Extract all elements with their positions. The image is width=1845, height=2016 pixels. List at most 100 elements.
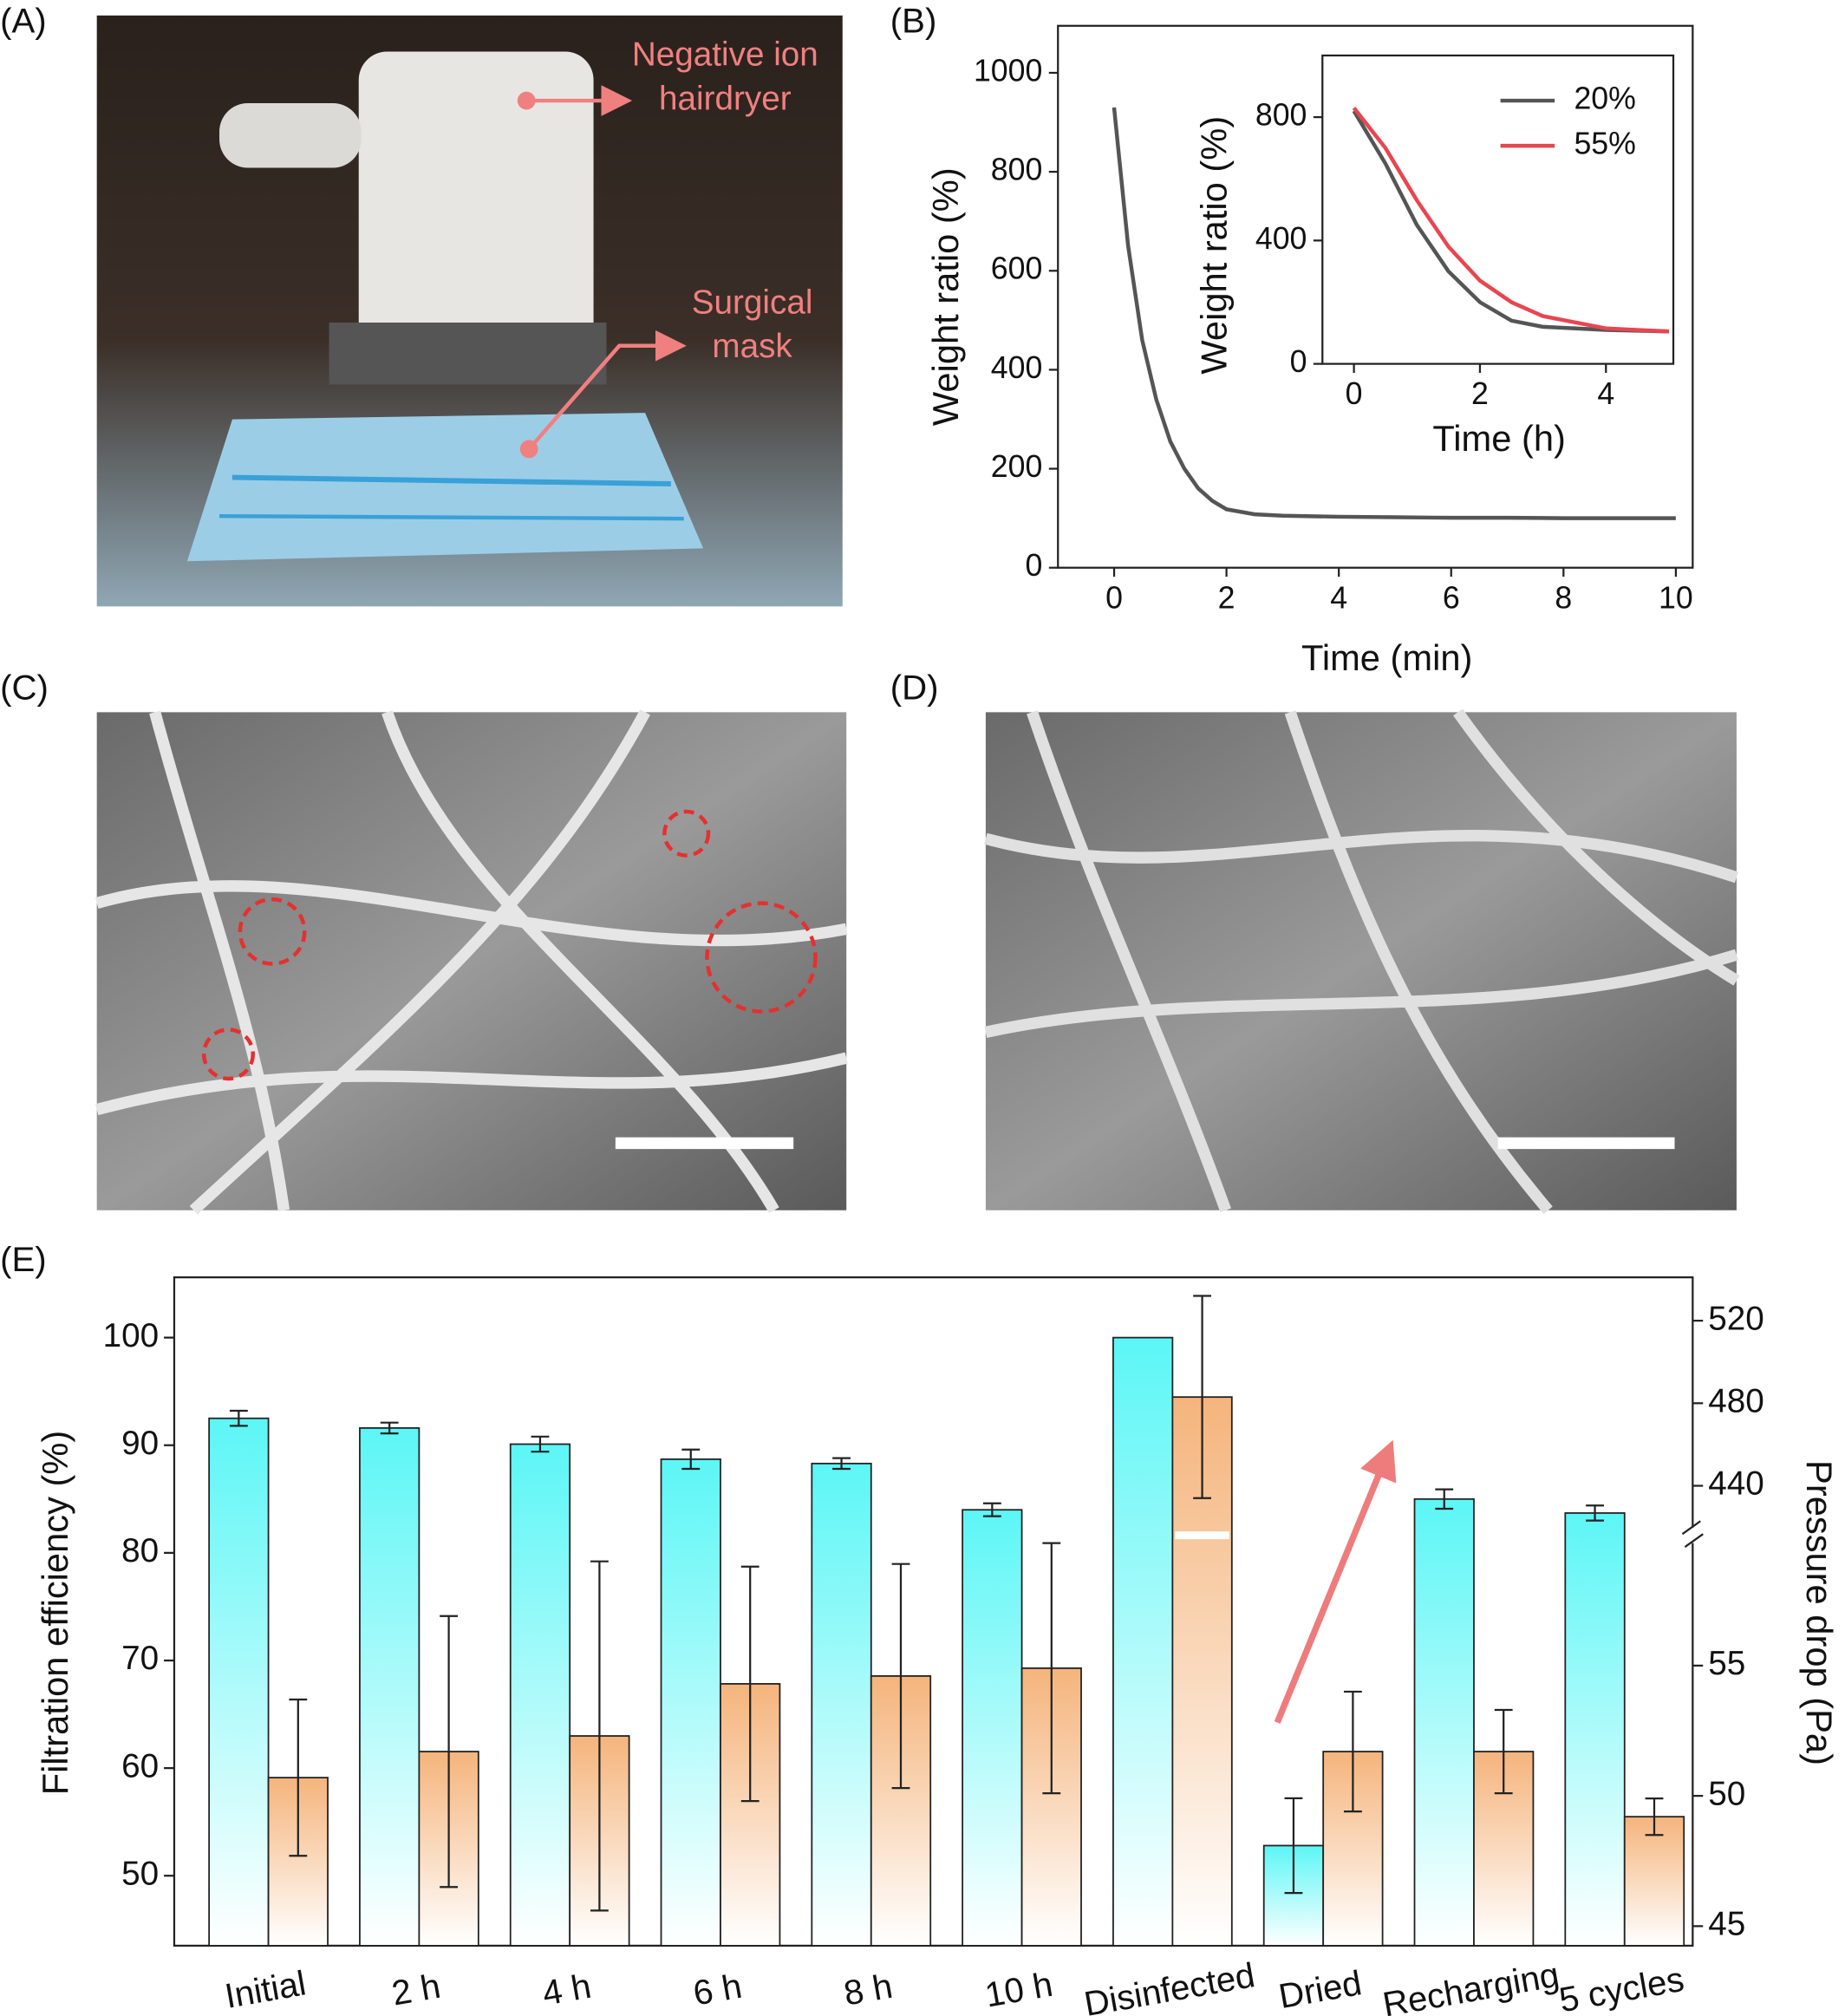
annotation: hairdryer [659, 80, 792, 117]
axes-e [173, 1276, 1694, 1947]
error-bar [1435, 1488, 1454, 1510]
x-tick-label: 2 [1218, 580, 1235, 615]
y-axis-title: Filtration efficiency (%) [35, 1431, 75, 1796]
y-tick-label: 100 [103, 1317, 160, 1354]
x-tick-label: 6 [1443, 580, 1460, 615]
error-bar [1193, 1295, 1212, 1499]
y2-tick-label: 50 [1708, 1775, 1745, 1812]
x-tick-label: 2 [1471, 376, 1489, 411]
trend-arrow [1274, 1439, 1397, 1724]
y-tick-label: 80 [121, 1532, 159, 1569]
panel-label: (C) [0, 669, 49, 708]
axis-break [1681, 1520, 1701, 1536]
x-axis-title: Time (h) [1432, 418, 1566, 459]
y-tick-label: 0 [1290, 344, 1307, 379]
bar [660, 1458, 721, 1947]
axes-b [1057, 24, 1694, 569]
error-bar [1494, 1708, 1513, 1795]
y-tick-label: 400 [1255, 221, 1307, 256]
error-bar [681, 1448, 701, 1471]
y-tick-label: 200 [991, 449, 1043, 484]
error-bar [982, 1502, 1001, 1517]
error-bar [440, 1615, 459, 1889]
x-tick-label: 10 [1659, 580, 1693, 615]
bar [1564, 1512, 1626, 1947]
annotation: Surgical [692, 284, 813, 321]
x-tick-label: 5 cycles [1556, 1960, 1687, 2016]
x-tick-label: Recharging [1379, 1955, 1561, 2016]
x-tick-label: 6 h [690, 1967, 745, 2013]
x-axis-title: Time (min) [1301, 637, 1472, 678]
error-bar [740, 1565, 760, 1803]
x-tick-label: Dried [1276, 1963, 1365, 2016]
x-tick-label: 10 h [982, 1965, 1056, 2015]
x-tick-label: 4 [1330, 580, 1347, 615]
panel-label: (E) [0, 1240, 47, 1279]
legend-label: 20% [1574, 82, 1635, 116]
y-tick-label: 70 [121, 1640, 159, 1677]
error-bar [1284, 1797, 1303, 1895]
error-bar [1645, 1797, 1664, 1837]
y2-tick-label: 440 [1708, 1465, 1764, 1503]
error-bar [1586, 1504, 1604, 1522]
error-bar [229, 1409, 248, 1427]
panel-label: (D) [890, 669, 939, 708]
y-tick-label: 600 [991, 251, 1043, 286]
error-bar [380, 1421, 399, 1435]
data-line [1112, 107, 1676, 520]
error-bar [289, 1698, 308, 1857]
bar [1112, 1336, 1174, 1947]
data-line [1352, 109, 1670, 334]
y-tick-label: 50 [121, 1855, 159, 1892]
error-bar [832, 1457, 851, 1471]
y-tick-label: 800 [1255, 98, 1307, 133]
y-tick-label: 1000 [974, 53, 1042, 88]
bar [1473, 1751, 1535, 1947]
x-tick-label: Disinfected [1081, 1955, 1257, 2016]
y-tick-label: 90 [121, 1425, 159, 1462]
y-tick-label: 400 [991, 350, 1043, 385]
x-tick-label: 0 [1346, 376, 1363, 411]
annotation: mask [712, 328, 792, 365]
panel-label: (A) [0, 1, 47, 40]
y2-tick-label: 520 [1708, 1300, 1764, 1337]
error-bar [590, 1560, 609, 1912]
annotation: Negative ion [632, 36, 818, 74]
axis-break [1684, 1533, 1704, 1548]
error-bar [1343, 1690, 1362, 1813]
sem-d [984, 708, 1740, 1215]
x-tick-label: Initial [222, 1963, 309, 2016]
x-tick-label: 8 [1555, 580, 1572, 615]
bar [208, 1417, 270, 1947]
error-bar [891, 1563, 910, 1790]
panel-label: (B) [890, 1, 937, 40]
legend-label: 55% [1574, 127, 1635, 161]
x-tick-label: 0 [1105, 580, 1123, 615]
axis-break [1682, 1527, 1709, 1543]
data-line [1352, 107, 1670, 334]
x-tick-label: 4 h [539, 1967, 594, 2013]
bar [1623, 1816, 1685, 1947]
bar [509, 1443, 571, 1947]
y2-tick-label: 55 [1708, 1645, 1745, 1682]
error-bar [531, 1435, 550, 1453]
y2-axis-title: Pressure drop (Pa) [1799, 1460, 1840, 1765]
y-tick-label: 800 [991, 153, 1043, 187]
bar [359, 1426, 421, 1947]
bar-break [1175, 1531, 1229, 1540]
bar [962, 1509, 1023, 1947]
y2-tick-label: 480 [1708, 1383, 1764, 1420]
x-tick-label: 8 h [841, 1967, 896, 2013]
bar [1413, 1497, 1475, 1947]
error-bar [1042, 1542, 1061, 1795]
y-axis-title: Weight ratio (%) [925, 167, 966, 426]
y-tick-label: 0 [1026, 548, 1043, 583]
x-tick-label: 2 h [389, 1967, 444, 2013]
y-tick-label: 60 [121, 1747, 159, 1784]
y2-tick-label: 45 [1708, 1906, 1745, 1943]
photo-a [96, 15, 843, 607]
y-axis-title: Weight ratio (%) [1193, 116, 1234, 375]
sem-c [95, 709, 848, 1215]
bar [811, 1462, 872, 1947]
